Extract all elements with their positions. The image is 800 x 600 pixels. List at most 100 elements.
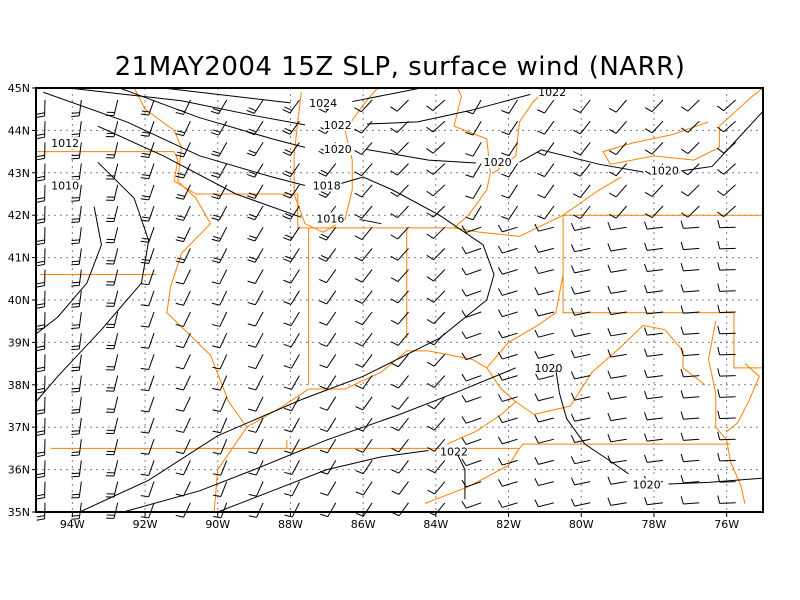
wind-barb-flag — [426, 361, 435, 367]
wind-barb-flag — [283, 279, 292, 284]
contour-label-bg — [440, 445, 469, 458]
wind-barb-flag — [717, 347, 721, 356]
wind-barb-staff — [683, 269, 700, 272]
y-tick-label: 41N — [8, 252, 30, 265]
wind-barb-flag — [607, 349, 612, 358]
wind-barb-flag — [355, 470, 364, 475]
wind-barb-staff — [579, 205, 591, 219]
wind-barb-staff — [360, 99, 373, 113]
wind-barb-flag — [36, 306, 45, 309]
wind-barb-flag — [140, 431, 149, 434]
wind-barb-staff — [113, 227, 119, 243]
wind-barb-flag — [212, 193, 221, 197]
wind-barb-flag — [680, 411, 684, 420]
slp-contour-line — [35, 161, 150, 403]
wind-barb-staff — [502, 290, 518, 296]
wind-barb-flag — [283, 407, 292, 412]
wind-barb-flag — [212, 473, 221, 476]
boundary-line — [133, 87, 248, 513]
wind-barb-flag — [354, 107, 362, 113]
wind-barb-flag — [140, 198, 149, 201]
wind-barb-flag — [71, 408, 80, 411]
wind-barb-staff — [610, 396, 627, 400]
wind-barb-flag — [71, 369, 80, 372]
wind-barb-flag — [644, 263, 648, 272]
wind-barb-flag — [141, 152, 150, 155]
wind-barb-staff — [327, 481, 337, 496]
wind-barb-flag — [607, 328, 612, 336]
wind-barb-flag — [680, 262, 684, 271]
wind-barb-flag — [461, 246, 467, 254]
wind-barb-staff — [683, 375, 700, 378]
wind-barb-flag — [318, 193, 327, 198]
wind-barb-flag — [36, 454, 45, 458]
wind-barb-staff — [78, 142, 82, 159]
wind-barb-staff — [183, 163, 191, 179]
wind-barb-staff — [574, 332, 591, 337]
wind-barb-staff — [434, 502, 446, 516]
wind-barb-staff — [220, 439, 228, 455]
wind-barb-staff — [538, 438, 555, 444]
wind-barb-flag — [570, 392, 576, 401]
wind-barb-staff — [651, 142, 664, 155]
boundary-line — [453, 87, 491, 229]
wind-barb-flag — [497, 436, 503, 445]
wind-barb-flag — [36, 179, 45, 182]
wind-barb-flag — [680, 368, 684, 377]
wind-barb-staff — [255, 417, 264, 433]
wind-barb-flag — [140, 452, 149, 455]
wind-barb-flag — [570, 244, 576, 252]
wind-barb-flag — [212, 129, 221, 133]
wind-barb-flag — [717, 169, 725, 175]
y-tick-label: 35N — [8, 506, 30, 519]
wind-barb-flag — [36, 387, 45, 391]
slp-contour-line — [555, 369, 629, 475]
wind-barb-flag — [36, 369, 45, 373]
wind-barb-flag — [717, 410, 721, 419]
wind-barb-flag — [284, 493, 293, 497]
wind-barb-flag — [36, 136, 45, 140]
wind-barb-staff — [610, 269, 627, 273]
wind-barb-flag — [71, 133, 80, 135]
wind-barb-flag — [572, 193, 581, 198]
wind-barb-flag — [319, 300, 327, 305]
wind-barb-flag — [390, 234, 398, 240]
wind-barb-flag — [570, 498, 576, 507]
y-tick-label: 37N — [8, 421, 30, 434]
wind-barb-staff — [397, 269, 409, 282]
wind-barb-staff — [113, 333, 119, 349]
wind-barb-flag — [497, 266, 503, 275]
wind-barb-flag — [248, 107, 257, 112]
wind-barb-staff — [183, 290, 191, 306]
wind-barb-staff — [113, 184, 119, 201]
wind-barb-flag — [534, 329, 539, 338]
wind-barb-staff — [538, 502, 555, 508]
wind-barb-flag — [354, 214, 363, 219]
wind-barb-staff — [719, 353, 736, 356]
wind-barb-flag — [391, 447, 399, 453]
wind-barb-flag — [140, 473, 149, 476]
wind-barb-flag — [283, 343, 292, 348]
wind-barb-staff — [219, 311, 228, 327]
wind-barb-flag — [537, 194, 545, 199]
wind-barb-staff — [220, 481, 228, 497]
wind-barb-flag — [461, 479, 467, 488]
wind-barb-flag — [537, 151, 545, 156]
x-tick-label: 78W — [642, 518, 667, 531]
wind-barb-flag — [175, 302, 184, 306]
wind-barb-flag — [570, 222, 576, 231]
y-tick-label: 40N — [8, 294, 30, 307]
wind-barb-flag — [501, 152, 509, 157]
wind-barb-staff — [362, 417, 373, 432]
wind-barb-flag — [175, 154, 184, 158]
wind-barb-flag — [497, 309, 503, 317]
y-tick-label: 36N — [8, 464, 30, 477]
wind-barb-flag — [247, 387, 256, 391]
wind-barb-flag — [71, 302, 80, 305]
wind-barb-flag — [534, 223, 539, 232]
wind-barb-flag — [426, 105, 434, 112]
contour-label: 1010 — [51, 180, 79, 193]
wind-barb-flag — [212, 107, 221, 112]
wind-barb-staff — [361, 269, 373, 283]
wind-barb-staff — [220, 460, 228, 476]
